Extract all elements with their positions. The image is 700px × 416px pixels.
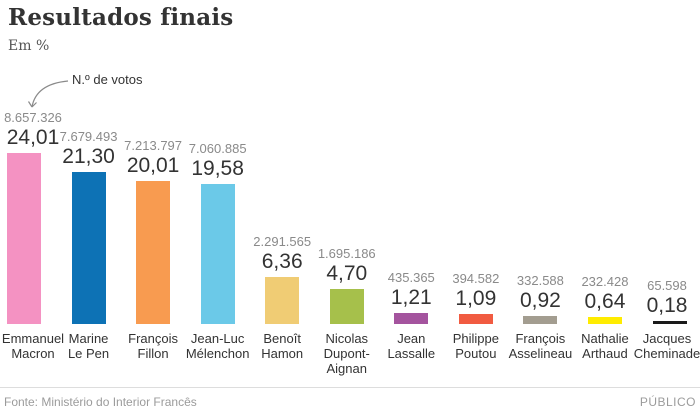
bar — [265, 277, 300, 324]
votes-label: 7.679.493 — [59, 129, 118, 144]
votes-label: 1.695.186 — [317, 246, 376, 261]
publication-logo: PÚBLICO — [639, 395, 696, 409]
votes-label: 435.365 — [387, 270, 435, 285]
bar-group: 65.598 0,18 Jacques Cheminade — [634, 0, 700, 416]
bar — [329, 289, 364, 324]
bar-group: 7.213.797 20,01 François Fillon — [120, 0, 186, 416]
bar-group: 8.657.326 24,01 Emmanuel Macron — [0, 0, 66, 416]
percent-label: 1,09 — [455, 287, 497, 310]
candidate-name: Jean Lassalle — [387, 331, 436, 361]
candidate-name: Marine Le Pen — [67, 331, 110, 361]
bar — [7, 153, 41, 324]
percent-label: 20,01 — [126, 154, 180, 177]
percent-label: 19,58 — [191, 157, 244, 180]
bar — [71, 172, 106, 324]
bar — [587, 317, 622, 324]
candidate-name: Benoît Hamon — [261, 331, 304, 361]
candidate-name: Emmanuel Macron — [1, 331, 65, 361]
bar — [136, 181, 171, 324]
candidate-name: Nicolas Dupont- Aignan — [323, 331, 370, 376]
candidate-name: François Fillon — [128, 331, 179, 361]
page-title: Resultados finais — [8, 4, 234, 31]
bar-group: 332.588 0,92 François Asselineau — [507, 0, 573, 416]
votes-label: 8.657.326 — [4, 110, 62, 125]
percent-label: 6,36 — [261, 250, 303, 273]
footer: Fonte: Ministério do Interior Francês PÚ… — [0, 387, 700, 416]
bar-group: 394.582 1,09 Philippe Poutou — [443, 0, 509, 416]
source-credit: Fonte: Ministério do Interior Francês — [4, 395, 197, 409]
candidate-name: François Asselineau — [508, 331, 573, 361]
percent-label: 0,92 — [519, 289, 561, 312]
candidate-name: Jacques Cheminade — [633, 331, 700, 361]
bar-group: 2.291.565 6,36 Benoît Hamon — [249, 0, 315, 416]
candidate-name: Philippe Poutou — [452, 331, 499, 361]
percent-label: 0,64 — [584, 290, 626, 313]
bar — [458, 314, 493, 324]
votes-label: 2.291.565 — [253, 234, 312, 249]
percent-label: 4,70 — [326, 262, 368, 285]
votes-label: 394.582 — [452, 271, 500, 286]
bar — [394, 313, 429, 324]
votes-label: 7.213.797 — [124, 138, 183, 153]
votes-annotation-label: N.º de votos — [72, 72, 143, 87]
votes-label: 232.428 — [581, 274, 629, 289]
percent-label: 24,01 — [6, 126, 60, 149]
percent-label: 0,18 — [646, 294, 688, 317]
bar-group: 7.060.885 19,58 Jean-Luc Mélenchon — [185, 0, 251, 416]
bar-group: 1.695.186 4,70 Nicolas Dupont- Aignan — [314, 0, 380, 416]
votes-label: 7.060.885 — [188, 141, 247, 156]
percent-label: 21,30 — [62, 145, 115, 168]
bar-group: 7.679.493 21,30 Marine Le Pen — [56, 0, 122, 416]
bar — [200, 184, 235, 324]
bar-group: 232.428 0,64 Nathalie Arthaud — [572, 0, 638, 416]
votes-label: 65.598 — [647, 278, 687, 293]
candidate-name: Jean-Luc Mélenchon — [185, 331, 250, 361]
curved-arrow-icon — [27, 80, 69, 108]
bar — [523, 316, 558, 324]
bar-group: 435.365 1,21 Jean Lassalle — [378, 0, 444, 416]
candidate-name: Nathalie Arthaud — [581, 331, 629, 361]
chart-unit-label: Em % — [8, 38, 50, 54]
bar — [653, 321, 687, 324]
votes-label: 332.588 — [516, 273, 564, 288]
percent-label: 1,21 — [390, 286, 432, 309]
